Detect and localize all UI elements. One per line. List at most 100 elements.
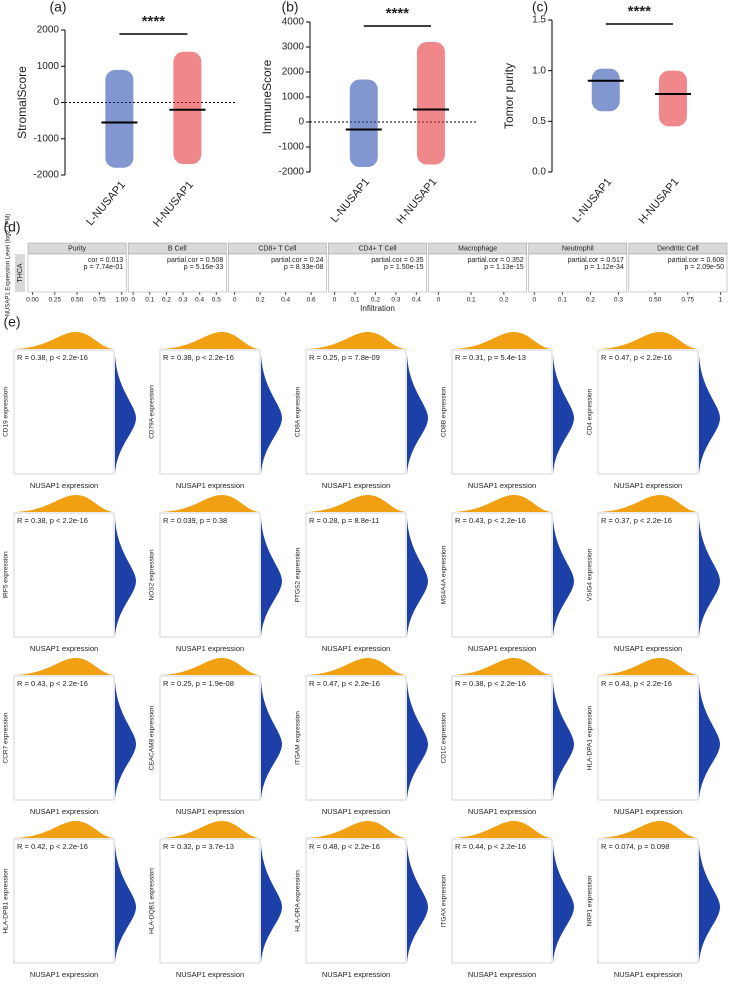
stat-label: R = 0.38, p < 2.2e-16 — [163, 353, 234, 362]
y-axis-title: CD8B expression — [441, 386, 448, 437]
x-axis-title: NUSAP1 expression — [322, 807, 390, 816]
x-axis-title: NUSAP1 expression — [614, 481, 682, 490]
density-right — [407, 518, 428, 637]
y-axis-title: CEACAM8 expression — [149, 705, 156, 770]
x-tick-label: 0.1 — [558, 297, 567, 304]
x-axis-title: NUSAP1 expression — [30, 481, 98, 490]
facet-cor: partial.cor = 0.24 — [271, 257, 323, 264]
density-right — [553, 844, 574, 963]
x-axis-title: Infiltration — [360, 304, 395, 313]
y-tick-label: 1000 — [282, 92, 305, 103]
stat-label: R = 0.074, p = 0.098 — [601, 842, 669, 851]
facet-plot — [528, 253, 628, 293]
density-top — [306, 658, 406, 675]
x-tick-label: 0.50 — [71, 297, 84, 304]
x-tick-label: 0.4 — [281, 297, 290, 304]
density-top — [452, 821, 552, 838]
x-axis-title: NUSAP1 expression — [176, 644, 244, 653]
density-right — [115, 518, 136, 637]
dot-spread — [658, 70, 687, 127]
y-axis-title: StromalScore — [15, 66, 29, 139]
x-tick-label: 0.4 — [195, 297, 204, 304]
y-axis-title: NRP1 expression — [587, 875, 594, 926]
facet-cor: partial.cor = 0.352 — [467, 257, 523, 264]
panel-label: (c) — [532, 0, 548, 15]
y-axis-title: ImmuneScore — [260, 59, 274, 134]
y-axis-title: PTGS2 expression — [295, 547, 302, 602]
density-top — [452, 658, 552, 675]
y-tick-label: -2000 — [33, 170, 59, 181]
panel-label: (a) — [49, 0, 66, 15]
density-top — [598, 495, 698, 512]
density-top — [598, 658, 698, 675]
density-top — [160, 332, 260, 349]
x-tick-label: 0 — [533, 297, 537, 304]
x-tick-label: 0.25 — [48, 297, 61, 304]
density-right — [115, 844, 136, 963]
density-top — [306, 332, 406, 349]
density-top — [160, 658, 260, 675]
facet-p: p = 5.16e-33 — [184, 264, 224, 271]
stat-label: R = 0.28, p = 8.8e-11 — [309, 516, 379, 525]
density-right — [699, 844, 720, 963]
y-tick-label: 1.0 — [532, 65, 546, 76]
x-tick-label: 0.2 — [162, 297, 171, 304]
x-axis-title: NUSAP1 expression — [176, 807, 244, 816]
scatter-plot — [451, 838, 553, 964]
facet-plot — [228, 253, 327, 293]
facet-p: p = 1.12e-34 — [584, 264, 624, 271]
significance: **** — [386, 5, 410, 22]
density-right — [115, 355, 136, 474]
x-tick-label: 0 — [131, 297, 135, 304]
facet-plot — [127, 253, 227, 293]
stat-label: R = 0.25, p = 1.9e-08 — [163, 679, 234, 688]
scatter-plot — [13, 838, 115, 964]
y-tick-label: 1.5 — [532, 15, 546, 26]
scatter-plot — [305, 838, 407, 964]
x-axis-title: NUSAP1 expression — [614, 807, 682, 816]
x-axis-title: NUSAP1 expression — [30, 644, 98, 653]
scatter-plot — [159, 675, 261, 801]
y-tick-label: 0.5 — [532, 116, 546, 127]
facet-cor: partial.cor = 0.517 — [568, 257, 624, 264]
y-axis-title: HLA-DQB1 expression — [149, 868, 156, 934]
density-top — [598, 821, 698, 838]
density-top — [14, 495, 114, 512]
density-right — [699, 355, 720, 474]
stat-label: R = 0.38, p < 2.2e-16 — [17, 516, 88, 525]
x-tick-label: 1 — [719, 297, 723, 304]
facet-title: Macrophage — [458, 245, 497, 252]
dot-spread — [173, 51, 202, 165]
x-tick-label: 0.2 — [499, 297, 508, 304]
x-tick-label: 0.2 — [586, 297, 595, 304]
stat-label: R = 0.43, p < 2.2e-16 — [17, 679, 88, 688]
y-axis-title: HLA-DRA expression — [295, 870, 302, 932]
facet-plot — [328, 253, 427, 293]
y-tick-label: -1000 — [278, 142, 304, 153]
x-tick-label: 0 — [233, 297, 237, 304]
stat-label: R = 0.039, p = 0.38 — [163, 516, 227, 525]
density-right — [261, 844, 282, 963]
x-tick-label: 0 — [333, 297, 337, 304]
x-tick-label: 0.2 — [256, 297, 265, 304]
x-tick-label: H-NUSAP1 — [395, 176, 440, 226]
y-axis-title: HLA-DPA1 expression — [587, 705, 594, 770]
facet-title: Purity — [68, 245, 86, 252]
row-label: THCA — [17, 263, 24, 282]
y-axis-title: ITGAX expression — [441, 874, 448, 927]
x-axis-title: NUSAP1 expression — [30, 970, 98, 979]
y-axis-title: Tomor purity — [502, 63, 516, 129]
y-tick-label: 0 — [298, 117, 304, 128]
scatter-plot — [305, 512, 407, 638]
stat-label: R = 0.38, p < 2.2e-16 — [17, 353, 88, 362]
stat-label: R = 0.43, p < 2.2e-16 — [455, 516, 526, 525]
y-axis-title: CCR7 expression — [3, 712, 10, 763]
facet-cor: partial.cor = 0.35 — [371, 257, 423, 264]
scatter-plot — [451, 349, 553, 475]
x-tick-label: 0.1 — [145, 297, 154, 304]
x-axis-title: NUSAP1 expression — [176, 481, 244, 490]
y-tick-label: 4000 — [282, 17, 305, 28]
stat-label: R = 0.31, p = 5.4e-13 — [455, 353, 526, 362]
x-tick-label: 0.75 — [681, 297, 694, 304]
x-axis-title: NUSAP1 expression — [468, 807, 536, 816]
